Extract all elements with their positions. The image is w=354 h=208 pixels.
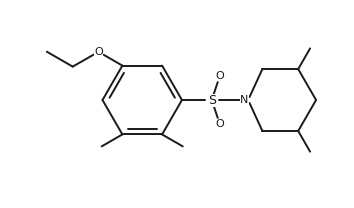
Text: N: N — [240, 95, 249, 105]
Text: O: O — [94, 47, 103, 57]
Text: O: O — [215, 71, 224, 81]
Text: O: O — [215, 119, 224, 129]
Text: S: S — [208, 94, 216, 106]
